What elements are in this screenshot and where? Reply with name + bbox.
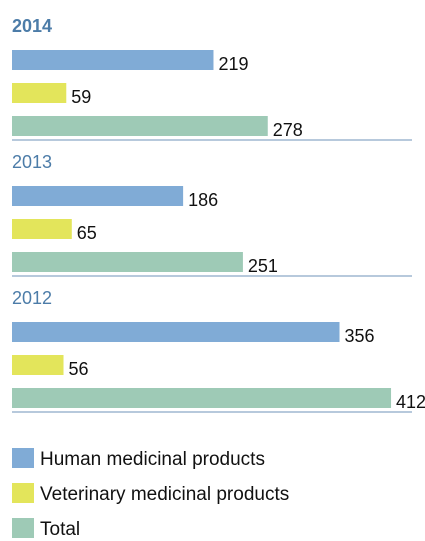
group-label: 2014: [12, 16, 52, 36]
value-label: 412: [396, 392, 425, 412]
bar: [12, 252, 243, 272]
bar: [12, 186, 184, 206]
group-label: 2013: [12, 152, 52, 172]
bar: [12, 83, 67, 103]
bar: [12, 219, 72, 239]
bar: [12, 355, 64, 375]
value-label: 278: [273, 120, 303, 140]
bar: [12, 322, 340, 342]
value-label: 219: [218, 54, 248, 74]
legend-swatch: [12, 518, 34, 538]
bar: [12, 116, 268, 136]
value-label: 59: [71, 87, 91, 107]
value-label: 65: [77, 223, 97, 243]
bar: [12, 388, 392, 408]
legend-swatch: [12, 483, 34, 503]
legend-label: Human medicinal products: [40, 449, 265, 470]
group-label: 2012: [12, 288, 52, 308]
value-label: 186: [188, 190, 218, 210]
legend-label: Total: [40, 519, 80, 540]
value-label: 356: [345, 326, 375, 346]
value-label: 251: [248, 256, 278, 276]
legend-label: Veterinary medicinal products: [40, 484, 289, 505]
legend-swatch: [12, 448, 34, 468]
bar: [12, 50, 214, 70]
value-label: 56: [69, 359, 89, 379]
